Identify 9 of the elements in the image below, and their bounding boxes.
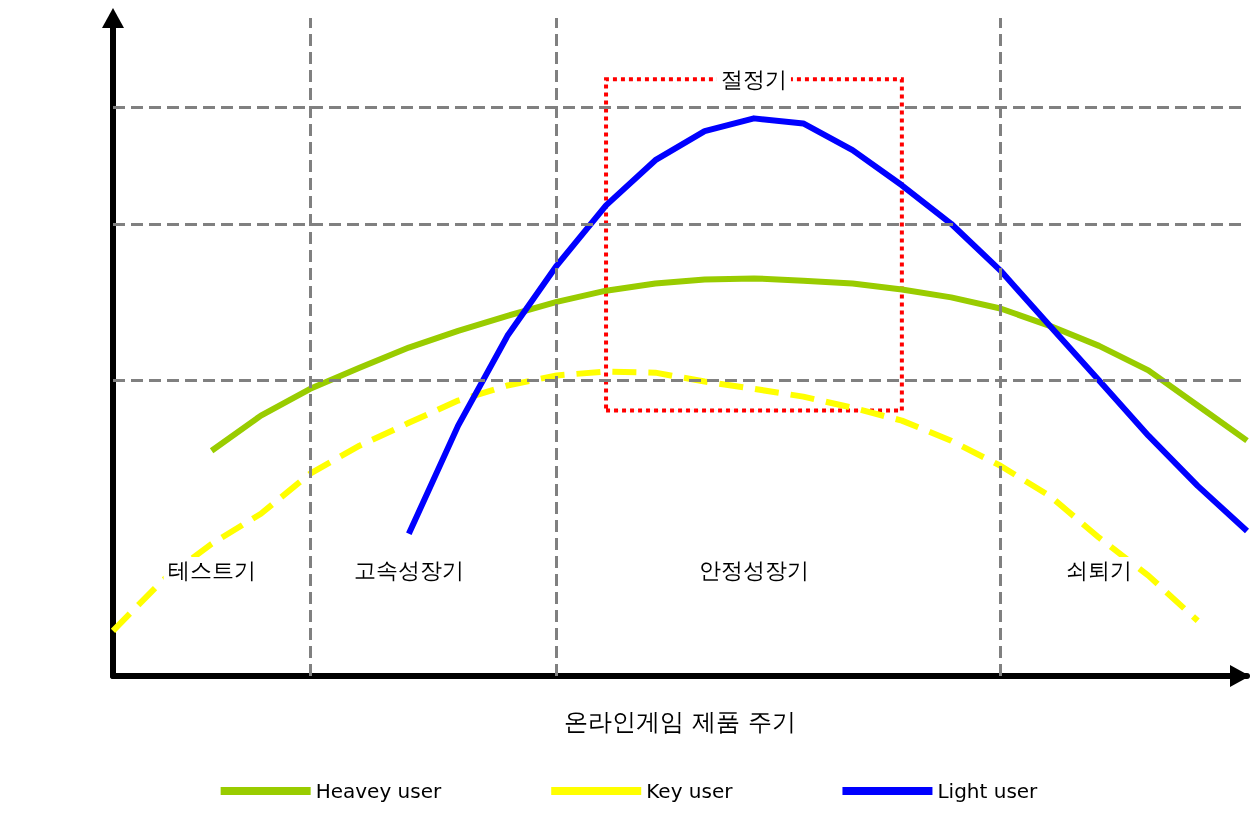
text: 절정기 (720, 66, 787, 92)
annotation: 안정성장기 (698, 557, 809, 583)
annotation: 쇠퇴기 (1066, 557, 1133, 583)
legend-label: Heavey user (315, 779, 442, 803)
legend-label: Light user (937, 779, 1039, 803)
annotation: 테스트기 (167, 557, 256, 583)
legend-label: Key user (646, 779, 734, 803)
annotation: 고속성장기 (353, 557, 464, 583)
x-axis-title: 온라인게임 제품 주기 (564, 708, 796, 736)
